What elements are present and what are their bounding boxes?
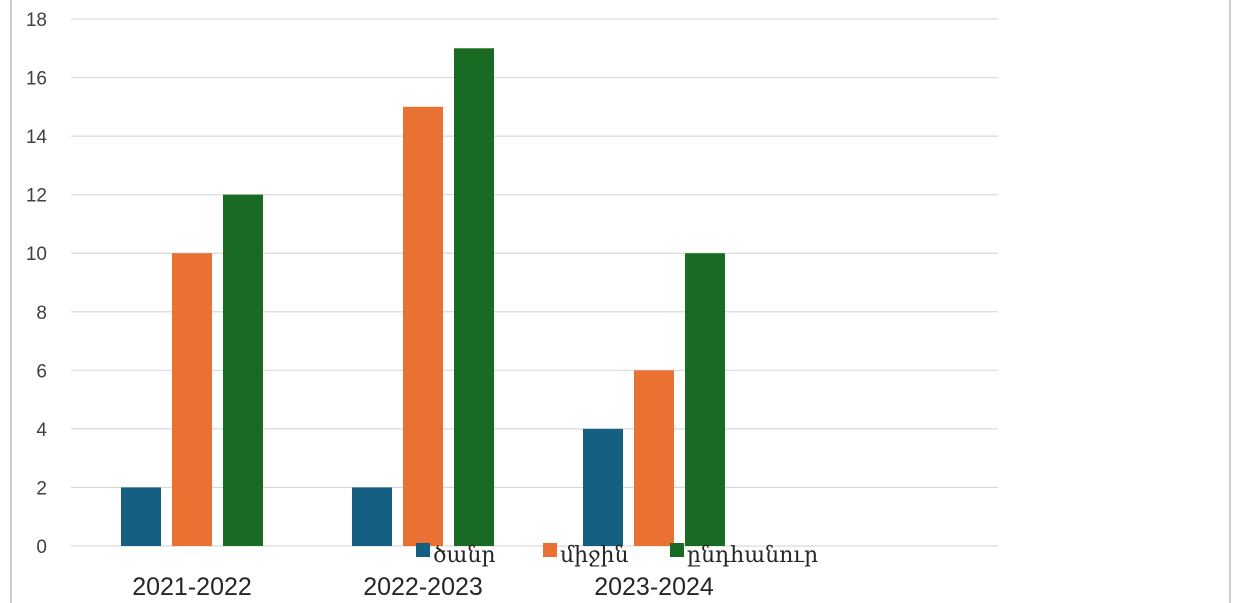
legend-label: միջին [560,543,628,568]
legend-swatch [416,543,430,557]
y-tick-label: 4 [36,420,47,441]
x-category-label: 2022-2023 [363,573,483,601]
y-tick-label: 0 [36,537,47,558]
y-tick-label: 12 [26,186,47,207]
legend-swatch [670,543,684,557]
bars [121,48,725,547]
y-tick-label: 18 [26,10,47,31]
legend: ծանր միջին ընդհանուր [416,543,818,568]
legend-swatch [543,543,557,557]
y-tick-label: 6 [36,361,47,382]
bar-2-2022-2023 [403,106,443,546]
legend-label: ընդհանուր [687,543,818,568]
bar-2-2023-2024 [634,370,674,546]
bar-3-2022-2023 [454,48,494,547]
x-axis-categories: 2021-2022 2022-2023 2023-2024 [132,573,714,601]
bar-1-2021-2022 [121,487,161,546]
y-tick-label: 8 [36,303,47,324]
bar-3-2021-2022 [223,194,263,546]
bar-2-2021-2022 [172,253,212,546]
bar-1-2022-2023 [352,487,392,546]
x-category-label: 2021-2022 [132,573,252,601]
y-tick-label: 10 [26,244,47,265]
bar-3-2023-2024 [685,253,725,546]
legend-label: ծանր [433,543,496,568]
bar-1-2023-2024 [583,428,623,546]
y-tick-label: 14 [26,127,48,148]
y-tick-label: 2 [36,478,47,499]
x-category-label: 2023-2024 [594,573,714,601]
y-tick-label: 16 [26,69,47,90]
y-axis-ticks: 0 2 4 6 8 10 12 14 16 18 [26,10,48,558]
